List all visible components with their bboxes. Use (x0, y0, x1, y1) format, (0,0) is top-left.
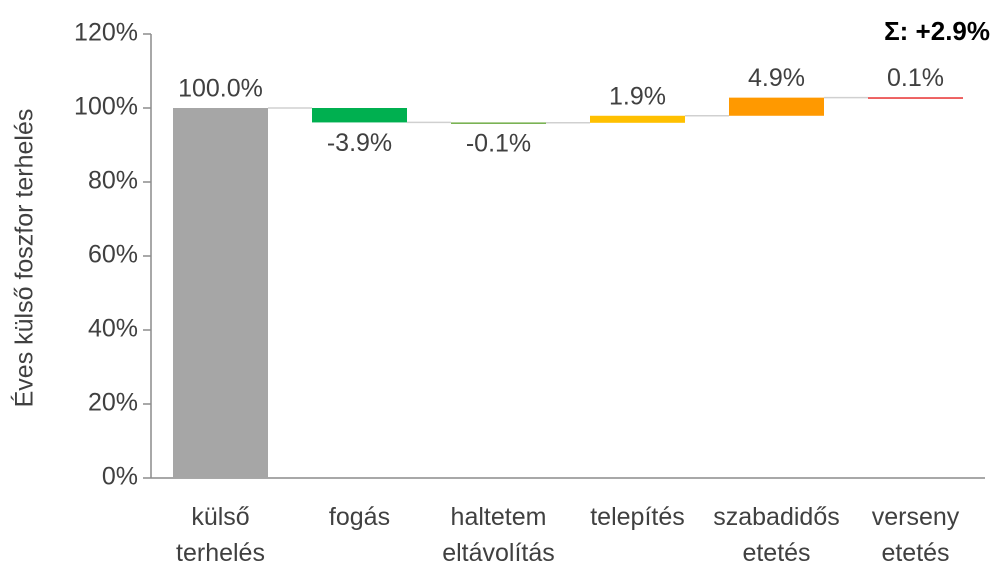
x-tick-label: telepítés (590, 503, 685, 531)
value-label: 100.0% (178, 75, 263, 103)
y-tick-label: 80% (88, 167, 138, 195)
x-tick-label-line: külső (191, 503, 249, 531)
x-tick-label-line: verseny (872, 503, 960, 531)
x-tick-label: verseny etetés (872, 503, 960, 567)
bar (451, 122, 546, 124)
x-tick-label-line: etetés (881, 539, 949, 567)
x-tick-label-line: telepítés (590, 503, 685, 531)
x-tick-label-line: etetés (742, 539, 810, 567)
value-label: -0.1% (466, 129, 531, 157)
x-tick-label-line: szabadidős (713, 503, 839, 531)
y-tick-label: 60% (88, 241, 138, 269)
value-label: 1.9% (609, 82, 666, 110)
value-label: -3.9% (327, 129, 392, 157)
bar (590, 115, 685, 123)
bar (312, 108, 407, 123)
x-tick-label-line: fogás (329, 503, 390, 531)
x-tick-label: szabadidős etetés (713, 503, 839, 567)
sum-annotation: Σ: +2.9% (884, 16, 990, 46)
x-tick-label: haltetem eltávolítás (442, 503, 555, 567)
x-tick-label: külső terhelés (176, 503, 265, 567)
y-tick-label: 100% (74, 93, 138, 121)
y-tick-label: 20% (88, 389, 138, 417)
value-label: 0.1% (887, 64, 944, 92)
y-tick-label: 120% (74, 19, 138, 47)
x-tick-label: fogás (329, 503, 390, 531)
value-label: 4.9% (748, 64, 805, 92)
bar (729, 97, 824, 116)
y-tick-label: 40% (88, 315, 138, 343)
x-tick-label-line: terhelés (176, 539, 265, 567)
x-tick-label-line: haltetem (451, 503, 547, 531)
x-tick-label-line: eltávolítás (442, 539, 555, 567)
y-axis-label: Éves külső foszfor terhelés (10, 109, 39, 408)
bar (868, 97, 963, 99)
y-tick-label: 0% (102, 463, 138, 491)
bar (173, 108, 268, 478)
